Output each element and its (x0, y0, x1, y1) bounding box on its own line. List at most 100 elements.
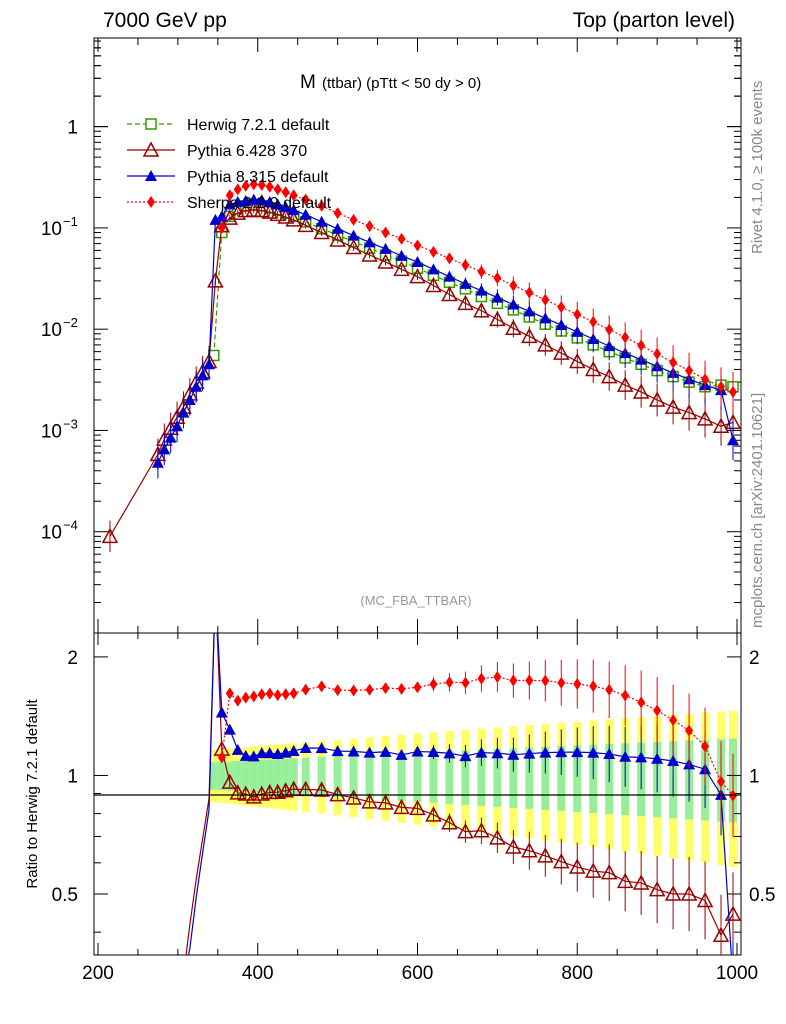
ratio-point-pythia-1 (696, 891, 714, 908)
data-point-pythia-1 (648, 391, 666, 407)
data-point-pythia-2 (395, 249, 408, 261)
ratio-band-green (525, 747, 534, 809)
ratio-point-pythia-2 (539, 746, 552, 758)
ratio-band-green (493, 748, 502, 807)
data-point-pythia-1 (329, 231, 346, 247)
x-tick-label: 800 (561, 963, 593, 984)
ratio-tick-label-right: 0.5 (749, 885, 775, 906)
ratio-point-sherpa-3 (289, 687, 298, 700)
ratio-point-sherpa-3 (225, 687, 234, 700)
ratio-point-pythia-1 (208, 574, 222, 587)
ratio-point-pythia-1 (237, 785, 255, 801)
ratio-band-green (241, 760, 250, 792)
data-point-pythia-1 (521, 327, 538, 344)
ratio-point-pythia-2 (223, 723, 236, 735)
ratio-point-pythia-1 (393, 798, 410, 815)
ratio-point-pythia-2 (347, 745, 360, 757)
ratio-point-sherpa-3 (217, 751, 226, 764)
ratio-point-pythia-2 (287, 744, 300, 756)
data-point-sherpa-3 (317, 199, 326, 212)
ratio-point-sherpa-3 (605, 683, 614, 696)
ratio-point-sherpa-3 (265, 687, 274, 700)
data-point-pythia-1 (285, 211, 302, 227)
data-point-sherpa-3 (493, 272, 502, 285)
data-point-sherpa-3 (637, 339, 646, 352)
ratio-point-sherpa-3 (573, 677, 582, 690)
data-point-pythia-2 (255, 194, 268, 206)
data-point-sherpa-3 (225, 189, 234, 202)
data-point-pythia-1 (361, 246, 378, 262)
data-point-sherpa-3 (729, 385, 738, 398)
data-point-sherpa-3 (365, 220, 374, 233)
data-point-sherpa-3 (701, 373, 710, 386)
data-point-pythia-1 (101, 527, 119, 544)
data-point-pythia-2 (587, 332, 600, 344)
ratio-point-sherpa-3 (301, 683, 310, 696)
ratio-point-sherpa-3 (621, 689, 630, 702)
ratio-point-pythia-2 (443, 747, 456, 759)
data-point-pythia-1 (253, 202, 270, 218)
ratio-point-pythia-1 (361, 793, 378, 809)
data-point-sherpa-3 (525, 286, 534, 299)
data-point-pythia-1 (269, 205, 286, 222)
data-point-pythia-1 (207, 272, 224, 288)
ratio-band-green (249, 760, 258, 793)
data-point-pythia-1 (553, 344, 570, 360)
y-tick-label: 1 (67, 118, 78, 139)
ratio-point-sherpa-3 (281, 688, 290, 701)
data-point-pythia-2 (164, 431, 177, 443)
data-point-pythia-2 (171, 420, 184, 432)
ratio-point-sherpa-3 (685, 724, 694, 737)
ratio-point-pythia-1 (457, 823, 474, 839)
data-point-sherpa-3 (301, 193, 310, 206)
data-point-pythia-2 (331, 222, 344, 234)
ratio-point-pythia-2 (491, 747, 504, 759)
ratio-point-sherpa-3 (525, 674, 534, 687)
ratio-point-pythia-1 (648, 881, 666, 897)
y-tick-label: 10 (41, 523, 62, 544)
data-point-pythia-1 (313, 223, 330, 240)
ratio-band-green (333, 756, 342, 797)
data-point-sherpa-3 (621, 331, 630, 344)
ratio-point-pythia-2 (315, 742, 328, 754)
data-point-pythia-1 (409, 268, 426, 284)
ratio-band-green (381, 754, 390, 800)
data-point-pythia-2 (209, 213, 222, 225)
y-tick-exponent: −1 (63, 214, 78, 229)
data-point-pythia-1 (245, 201, 263, 217)
y-tick-label: 10 (41, 219, 62, 240)
data-point-pythia-1 (489, 310, 506, 327)
chart-title-main: M (300, 72, 316, 93)
data-point-sherpa-3 (429, 245, 438, 258)
data-point-pythia-2 (427, 263, 440, 275)
data-point-pythia-2 (459, 277, 472, 289)
ratio-point-pythia-2 (263, 747, 276, 759)
ratio-point-pythia-1 (616, 872, 634, 889)
data-point-pythia-1 (277, 208, 294, 224)
ratio-point-sherpa-3 (365, 683, 374, 696)
data-point-pythia-2 (507, 298, 520, 310)
data-point-pythia-1 (221, 209, 239, 225)
ratio-band-green (265, 759, 274, 793)
ratio-tick-label-right: 1 (749, 766, 760, 787)
ratio-point-pythia-1 (425, 806, 442, 822)
legend-label-sherpa-3: Sherpa 2.2.9 default (187, 195, 332, 212)
x-tick-label: 400 (242, 963, 274, 984)
ratio-tick-label: 2 (67, 648, 78, 669)
data-point-sherpa-3 (541, 293, 550, 306)
ratio-point-sherpa-3 (249, 690, 258, 703)
data-point-sherpa-3 (349, 213, 358, 226)
data-point-sherpa-3 (281, 186, 290, 199)
ratio-point-pythia-2 (379, 745, 392, 757)
ratio-point-sherpa-3 (413, 681, 422, 694)
data-point-pythia-1 (680, 404, 698, 420)
data-point-sherpa-3 (477, 265, 486, 278)
data-point-sherpa-3 (273, 183, 282, 196)
data-point-pythia-1 (473, 302, 490, 318)
ratio-point-sherpa-3 (241, 691, 250, 704)
ratio-point-pythia-1 (489, 829, 506, 845)
ratio-point-sherpa-3 (333, 684, 342, 697)
data-point-pythia-2 (555, 318, 568, 330)
ratio-point-pythia-1 (712, 926, 730, 942)
